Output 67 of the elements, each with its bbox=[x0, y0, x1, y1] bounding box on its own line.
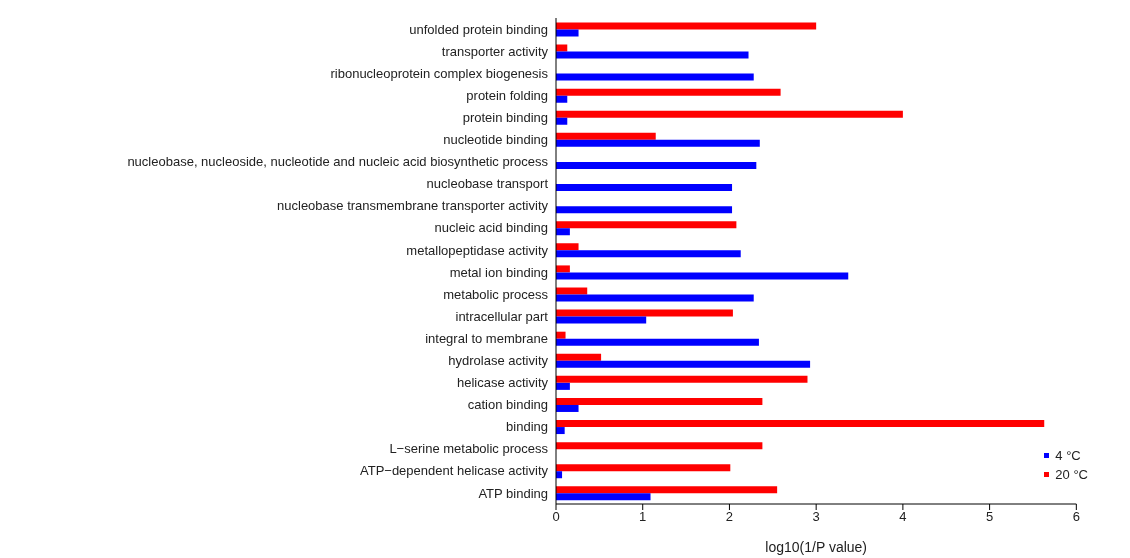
bar bbox=[556, 486, 778, 494]
bar bbox=[556, 331, 566, 339]
bar bbox=[556, 464, 731, 472]
y-tick-label: ATP−dependent helicase activity bbox=[359, 463, 549, 479]
y-tick-label: protein binding bbox=[462, 110, 548, 126]
y-tick-label: ATP binding bbox=[478, 485, 548, 501]
y-tick-label: nucleobase transmembrane transporter activity bbox=[277, 198, 549, 214]
y-tick-label: nucleic acid binding bbox=[434, 220, 548, 236]
y-tick-label: helicase activity bbox=[456, 375, 549, 391]
bar bbox=[556, 184, 733, 192]
bar bbox=[556, 228, 570, 236]
y-tick-label: intracellular part bbox=[455, 308, 549, 324]
bar bbox=[556, 265, 570, 273]
bar bbox=[556, 338, 759, 346]
bar bbox=[556, 161, 757, 169]
bar bbox=[556, 243, 579, 251]
y-tick-label: metallopeptidase activity bbox=[406, 242, 549, 258]
bar bbox=[556, 309, 733, 317]
bar bbox=[556, 353, 602, 361]
bar bbox=[556, 427, 565, 435]
bar bbox=[556, 375, 808, 383]
x-tick-label: 0 bbox=[552, 509, 560, 525]
y-tick-label: integral to membrane bbox=[425, 330, 548, 346]
y-tick-label: nucleobase transport bbox=[426, 176, 549, 192]
bar bbox=[556, 272, 849, 280]
x-tick-label: 2 bbox=[725, 509, 734, 525]
bar bbox=[556, 250, 741, 258]
y-tick-label: binding bbox=[506, 419, 548, 435]
x-tick-label: 6 bbox=[1072, 509, 1080, 525]
y-tick-label: L−serine metabolic process bbox=[389, 441, 549, 457]
bar bbox=[556, 221, 737, 229]
y-tick-label: transporter activity bbox=[441, 43, 549, 59]
bar bbox=[556, 404, 579, 412]
bar bbox=[556, 51, 749, 59]
x-tick-label: 3 bbox=[812, 509, 820, 525]
bar bbox=[556, 110, 903, 118]
y-tick-label: unfolded protein binding bbox=[409, 21, 548, 37]
bar bbox=[556, 287, 588, 295]
x-axis-title: log10(1/P value) bbox=[765, 539, 868, 555]
bar bbox=[556, 22, 817, 30]
bar bbox=[556, 29, 579, 37]
bar bbox=[556, 294, 754, 302]
legend-label: 4 °C bbox=[1055, 448, 1081, 463]
y-tick-label: protein folding bbox=[466, 87, 548, 103]
bar bbox=[556, 420, 1045, 428]
y-tick-label: cation binding bbox=[467, 397, 548, 413]
bar bbox=[556, 360, 811, 368]
bar bbox=[556, 397, 763, 405]
bar bbox=[556, 493, 651, 501]
legend-label: 20 °C bbox=[1055, 467, 1088, 482]
y-tick-label: nucleobase, nucleoside, nucleotide and nucleic acid biosynthetic process bbox=[127, 154, 549, 170]
y-tick-label: hydrolase activity bbox=[448, 353, 549, 369]
x-tick-label: 1 bbox=[639, 509, 647, 525]
y-tick-label: nucleotide binding bbox=[443, 132, 548, 148]
x-tick-label: 5 bbox=[985, 509, 994, 525]
bar bbox=[556, 316, 647, 324]
bar bbox=[556, 382, 570, 390]
y-tick-label: metal ion binding bbox=[449, 264, 548, 280]
bar bbox=[556, 88, 781, 96]
bar bbox=[556, 442, 763, 450]
x-tick-label: 4 bbox=[899, 509, 907, 525]
bar bbox=[556, 73, 754, 81]
bar bbox=[556, 132, 656, 140]
bar bbox=[556, 206, 733, 214]
y-tick-label: metabolic process bbox=[443, 286, 549, 302]
y-tick-label: ribonucleoprotein complex biogenesis bbox=[330, 65, 549, 81]
bar bbox=[556, 139, 760, 147]
